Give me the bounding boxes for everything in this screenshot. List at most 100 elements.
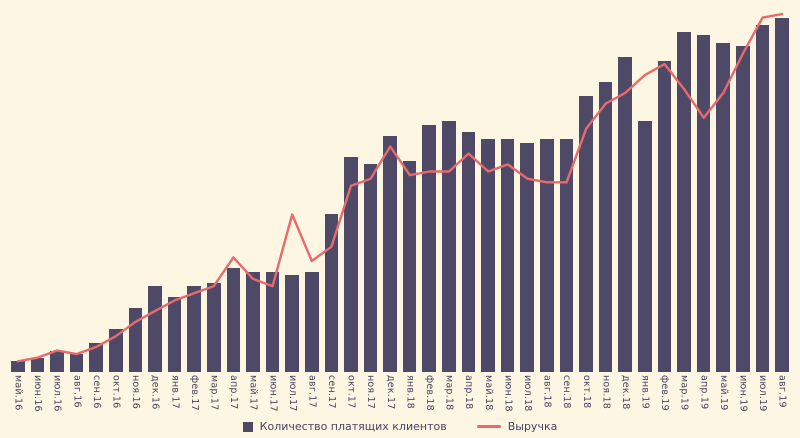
x-label-slot: мар.19	[674, 375, 694, 410]
bar-май.19	[716, 42, 730, 372]
x-label-slot: сен.16	[86, 375, 106, 409]
x-label-авг.17: авг.17	[306, 375, 318, 408]
bar-апр.18	[461, 132, 476, 372]
bar-slot	[674, 14, 694, 372]
x-label-slot: июл.16	[47, 375, 67, 412]
bar-slot	[165, 14, 185, 372]
bar-авг.19	[775, 17, 789, 372]
x-label-июн.16: июн.16	[32, 375, 44, 412]
bar-фев.17	[187, 286, 201, 372]
bar-slot	[733, 14, 753, 372]
bar-сен.17	[324, 214, 339, 372]
x-label-июн.17: июн.17	[267, 375, 279, 412]
x-label-янв.17: янв.17	[169, 375, 181, 409]
x-label-slot: июн.16	[28, 375, 48, 412]
x-label-slot: июл.19	[753, 375, 773, 412]
legend-label-clients: Количество платящих клиентов	[259, 420, 447, 433]
x-axis-labels: май.16 июн.16 июл.16 авг.16 сен.16 окт.16 ноя.…	[8, 375, 792, 412]
bar-май.16	[11, 361, 25, 372]
x-label-slot: окт.18	[576, 375, 596, 409]
x-label-ноя.16: ноя.16	[130, 375, 142, 410]
bar-июл.18	[520, 142, 535, 372]
x-label-slot: май.19	[713, 375, 733, 410]
bar-янв.18	[402, 160, 417, 372]
x-label-окт.16: окт.16	[110, 375, 122, 409]
bar-slot	[439, 14, 459, 372]
bar-мар.17	[206, 282, 221, 372]
x-label-slot: мар.18	[439, 375, 459, 410]
x-label-авг.16: авг.16	[71, 375, 83, 408]
bar-авг.18	[540, 139, 554, 372]
bar-июн.17	[265, 271, 280, 372]
x-label-slot: авг.17	[302, 375, 322, 409]
x-label-slot: сен.18	[557, 375, 577, 409]
bar-авг.17	[304, 271, 319, 372]
legend-item-revenue: Выручка	[476, 420, 557, 433]
bar-slot	[517, 14, 537, 372]
bar-июн.18	[500, 139, 515, 372]
x-label-июл.16: июл.16	[51, 375, 63, 412]
x-label-slot: апр.17	[224, 375, 244, 409]
plot-area	[8, 12, 792, 372]
x-label-slot: мар.17	[204, 375, 224, 410]
x-label-апр.17: апр.17	[228, 375, 240, 410]
bar-slot	[459, 14, 479, 372]
x-label-авг.19: авг.19	[776, 375, 788, 408]
x-label-янв.18: янв.18	[404, 375, 416, 409]
bar-фев.18	[422, 124, 437, 372]
bar-slot	[694, 14, 714, 372]
bar-апр.19	[696, 35, 711, 372]
bar-slot	[498, 14, 518, 372]
x-label-slot: май.17	[243, 375, 263, 410]
x-label-slot: май.18	[478, 375, 498, 410]
x-label-фев.19: фев.19	[659, 375, 671, 411]
bar-slot	[713, 14, 733, 372]
x-label-slot: июн.19	[733, 375, 753, 412]
x-label-фев.18: фев.18	[424, 375, 436, 411]
bar-slot	[263, 14, 283, 372]
x-label-дек.18: дек.18	[619, 375, 631, 410]
bar-июн.16	[30, 357, 45, 372]
legend: Количество платящих клиентов Выручка	[0, 420, 800, 433]
x-label-окт.18: окт.18	[580, 375, 592, 409]
x-label-дек.16: дек.16	[149, 375, 161, 410]
x-label-июл.17: июл.17	[286, 375, 298, 412]
x-label-slot: ноя.18	[596, 375, 616, 409]
bar-slot	[86, 14, 106, 372]
bar-slot	[537, 14, 557, 372]
x-label-фев.17: фев.17	[188, 375, 200, 411]
x-label-slot: окт.16	[106, 375, 126, 409]
bar-slot	[67, 14, 87, 372]
x-label-slot: янв.17	[165, 375, 185, 409]
bar-сен.16	[89, 343, 103, 372]
bar-slot	[635, 14, 655, 372]
x-label-slot: сен.17	[322, 375, 342, 409]
clients-bar-series	[8, 14, 792, 372]
bar-мар.18	[442, 121, 456, 372]
bar-slot	[655, 14, 675, 372]
x-label-ноя.18: ноя.18	[600, 375, 612, 410]
bar-slot	[753, 14, 773, 372]
x-label-slot: окт.17	[341, 375, 361, 409]
bar-slot	[224, 14, 244, 372]
x-label-окт.17: окт.17	[345, 375, 357, 409]
x-label-апр.18: апр.18	[463, 375, 475, 410]
legend-item-clients: Количество платящих клиентов	[242, 420, 447, 433]
bar-slot	[282, 14, 302, 372]
revenue-line-series	[16, 12, 784, 363]
bar-slot	[106, 14, 126, 372]
bar-апр.17	[226, 268, 241, 372]
x-label-сен.16: сен.16	[90, 375, 102, 409]
x-label-июл.18: июл.18	[521, 375, 533, 412]
x-label-июл.19: июл.19	[757, 375, 769, 412]
revenue-line-swatch-icon	[476, 425, 501, 428]
bar-окт.16	[108, 329, 123, 372]
x-label-slot: авг.18	[537, 375, 557, 409]
bar-июл.17	[285, 275, 299, 372]
bar-июл.19	[755, 24, 770, 372]
x-label-slot: фев.17	[184, 375, 204, 411]
bar-мар.19	[677, 31, 691, 372]
bar-ноя.18	[598, 82, 613, 372]
bar-slot	[361, 14, 381, 372]
x-label-май.16: май.16	[12, 375, 24, 411]
